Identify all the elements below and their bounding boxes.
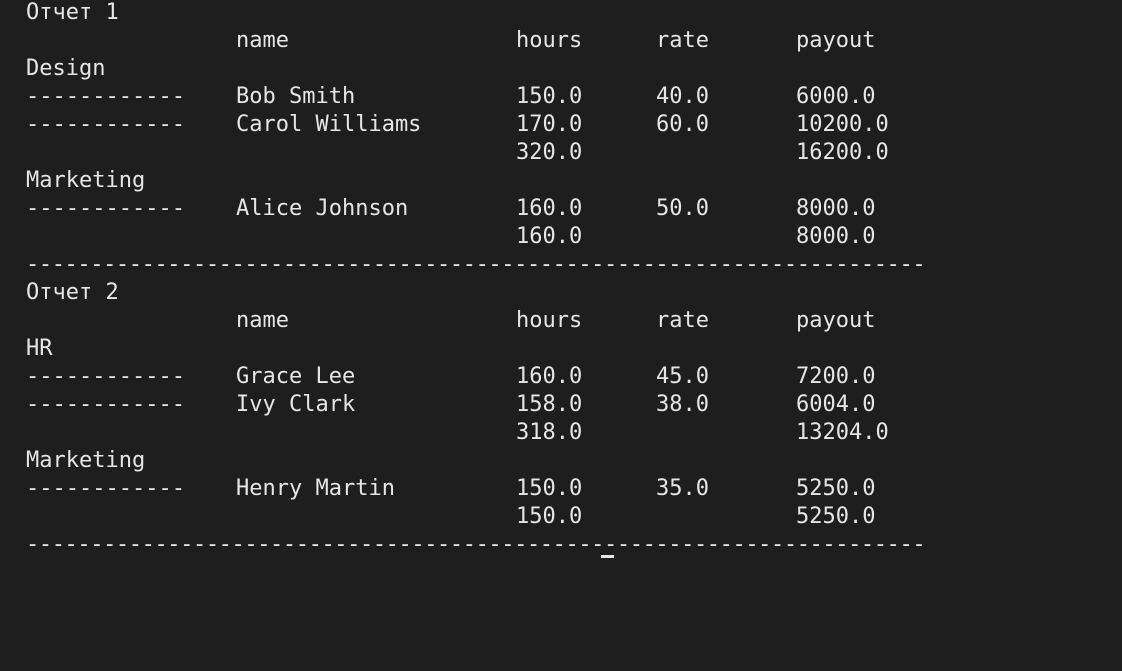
total-payout: 16200.0: [796, 140, 889, 165]
report-divider: ----------------------------------------…: [26, 532, 926, 557]
header-name: name: [236, 308, 289, 333]
row-separator: ------------: [26, 364, 185, 389]
cell-hours: 160.0: [516, 364, 583, 389]
cell-payout: 8000.0: [796, 196, 876, 221]
header-hours: hours: [516, 308, 583, 333]
total-payout: 13204.0: [796, 420, 889, 445]
cell-payout: 5250.0: [796, 476, 876, 501]
cell-rate: 35.0: [656, 476, 709, 501]
row-separator: ------------: [26, 196, 185, 221]
cell-payout: 6000.0: [796, 84, 876, 109]
header-rate: rate: [656, 308, 709, 333]
cell-hours: 150.0: [516, 84, 583, 109]
cell-hours: 158.0: [516, 392, 583, 417]
cell-rate: 38.0: [656, 392, 709, 417]
report-title: Отчет 1: [26, 0, 119, 25]
table-header: name hours rate payout: [26, 307, 875, 335]
row-separator: ------------: [26, 84, 185, 109]
table-row: ------------ Henry Martin 150.0 35.0 525…: [26, 475, 875, 503]
header-payout: payout: [796, 308, 876, 333]
cell-payout: 10200.0: [796, 112, 889, 137]
cell-name: Bob Smith: [236, 84, 356, 109]
cell-hours: 170.0: [516, 112, 583, 137]
row-separator: ------------: [26, 476, 185, 501]
terminal-output: Отчет 1 name hours rate payout Design --…: [26, 0, 1116, 560]
row-separator: ------------: [26, 112, 185, 137]
header-hours: hours: [516, 28, 583, 53]
group-total-row: 320.0 16200.0: [26, 139, 889, 167]
table-row: ------------ Ivy Clark 158.0 38.0 6004.0: [26, 391, 875, 419]
table-row: ------------ Grace Lee 160.0 45.0 7200.0: [26, 363, 875, 391]
cell-name: Carol Williams: [236, 112, 422, 137]
department-label: Design: [26, 56, 106, 81]
header-name: name: [236, 28, 289, 53]
cell-payout: 7200.0: [796, 364, 876, 389]
table-row: ------------ Bob Smith 150.0 40.0 6000.0: [26, 83, 875, 111]
cell-payout: 6004.0: [796, 392, 876, 417]
cell-rate: 40.0: [656, 84, 709, 109]
cell-name: Ivy Clark: [236, 392, 356, 417]
department-label: Marketing: [26, 448, 146, 473]
header-payout: payout: [796, 28, 876, 53]
total-payout: 5250.0: [796, 504, 876, 529]
cell-rate: 60.0: [656, 112, 709, 137]
table-header: name hours rate payout: [26, 27, 875, 55]
department-label: Marketing: [26, 168, 146, 193]
cell-hours: 160.0: [516, 196, 583, 221]
report-title: Отчет 2: [26, 280, 119, 305]
group-total-row: 160.0 8000.0: [26, 223, 875, 251]
table-row: ------------ Carol Williams 170.0 60.0 1…: [26, 111, 889, 139]
total-payout: 8000.0: [796, 224, 876, 249]
department-label: HR: [26, 336, 53, 361]
row-separator: ------------: [26, 392, 185, 417]
group-total-row: 318.0 13204.0: [26, 419, 889, 447]
terminal-cursor: [601, 555, 614, 558]
total-hours: 318.0: [516, 420, 583, 445]
total-hours: 160.0: [516, 224, 583, 249]
total-hours: 150.0: [516, 504, 583, 529]
table-row: ------------ Alice Johnson 160.0 50.0 80…: [26, 195, 875, 223]
cell-rate: 45.0: [656, 364, 709, 389]
total-hours: 320.0: [516, 140, 583, 165]
cell-name: Henry Martin: [236, 476, 395, 501]
group-total-row: 150.0 5250.0: [26, 503, 875, 531]
cell-name: Grace Lee: [236, 364, 356, 389]
report-divider: ----------------------------------------…: [26, 252, 926, 277]
header-rate: rate: [656, 28, 709, 53]
cell-name: Alice Johnson: [236, 196, 409, 221]
cell-rate: 50.0: [656, 196, 709, 221]
cell-hours: 150.0: [516, 476, 583, 501]
